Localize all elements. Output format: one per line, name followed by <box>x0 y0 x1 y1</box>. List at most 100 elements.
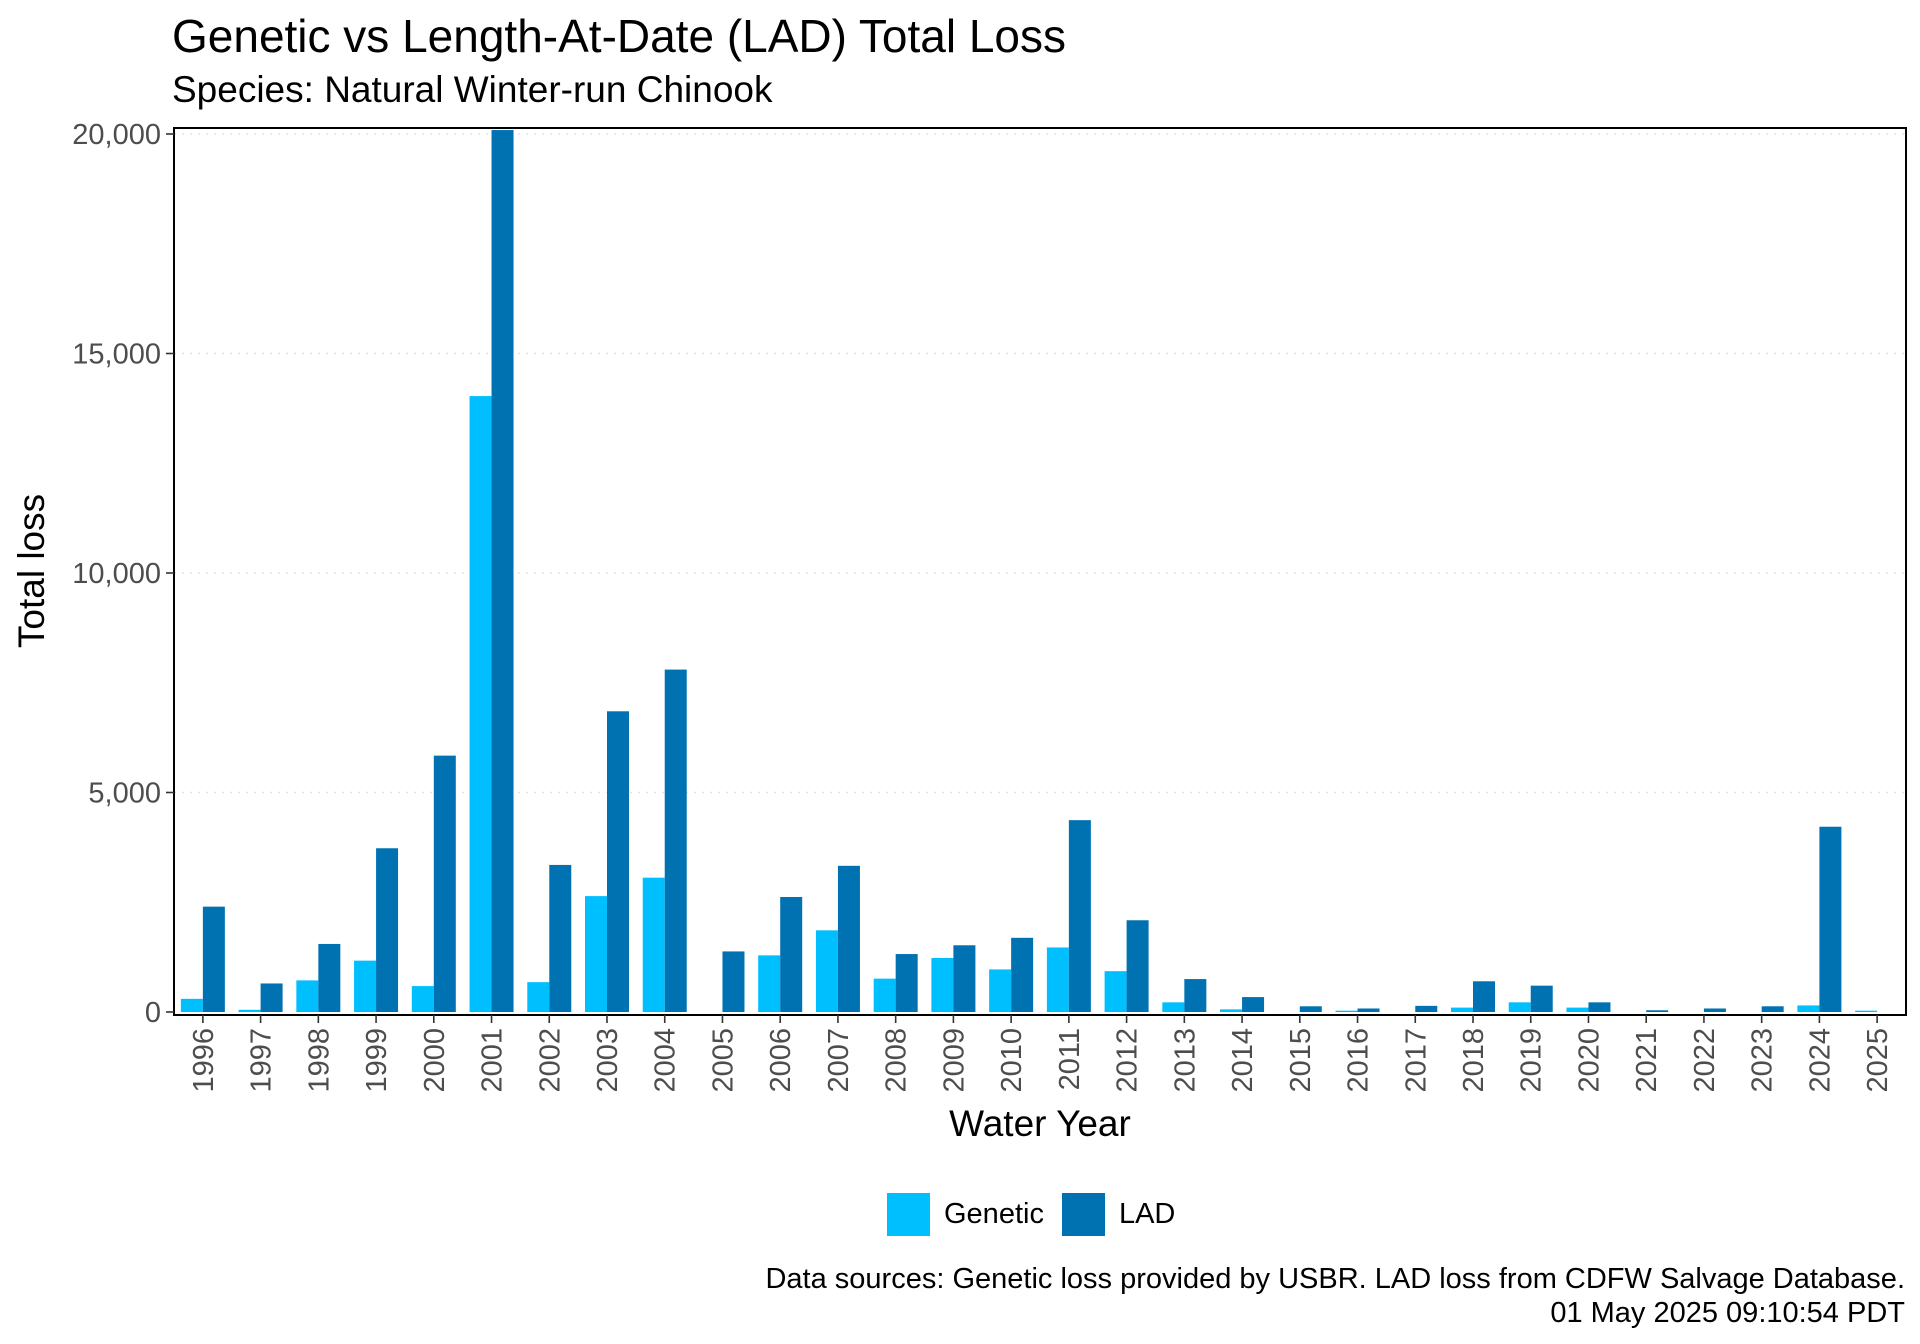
bar-lad-2006 <box>780 896 803 1012</box>
bar-lad-2012 <box>1126 920 1149 1012</box>
x-tick-label: 2011 <box>1054 1028 1086 1090</box>
bar-lad-1997 <box>260 983 283 1012</box>
x-tick-label: 2004 <box>650 1028 682 1093</box>
x-tick-label: 2005 <box>707 1028 739 1093</box>
bar-genetic-2010 <box>989 969 1012 1012</box>
x-tick-label: 1996 <box>188 1028 220 1093</box>
bar-lad-2014 <box>1242 997 1265 1012</box>
bar-genetic-1997 <box>238 1009 261 1012</box>
bar-genetic-2008 <box>873 978 896 1012</box>
bar-lad-2001 <box>491 130 514 1012</box>
legend-key-lad <box>1061 1192 1105 1236</box>
y-tick-label: 5,000 <box>88 778 161 810</box>
x-tick-label: 2002 <box>534 1028 566 1093</box>
bar-genetic-2014 <box>1220 1009 1243 1012</box>
y-tick-label: 10,000 <box>72 558 161 590</box>
bar-lad-1996 <box>202 906 225 1012</box>
bar-lad-1999 <box>376 848 399 1012</box>
bar-lad-2011 <box>1068 820 1091 1012</box>
bar-genetic-1998 <box>296 980 319 1012</box>
x-tick-label: 2024 <box>1804 1028 1836 1093</box>
x-tick-label: 2007 <box>823 1028 855 1093</box>
caption-timestamp: 01 May 2025 09:10:54 PDT <box>1550 1297 1905 1329</box>
bar-genetic-2025 <box>1855 1010 1878 1012</box>
x-tick-label: 2025 <box>1862 1028 1894 1093</box>
bar-lad-2002 <box>549 864 572 1012</box>
caption-sources: Data sources: Genetic loss provided by U… <box>765 1263 1905 1295</box>
bar-genetic-1996 <box>180 998 203 1012</box>
legend-label-lad: LAD <box>1118 1197 1176 1230</box>
bar-lad-2000 <box>433 755 456 1012</box>
bar-lad-1998 <box>318 943 341 1012</box>
y-axis-label: Total loss <box>11 494 52 648</box>
x-tick-label: 2022 <box>1689 1028 1721 1093</box>
bar-genetic-2019 <box>1508 1002 1531 1012</box>
x-tick-label: 2008 <box>881 1028 913 1093</box>
legend-item-genetic: Genetic <box>887 1192 1044 1236</box>
chart-title: Genetic vs Length-At-Date (LAD) Total Lo… <box>172 10 1067 62</box>
x-tick-label: 2000 <box>419 1028 451 1093</box>
x-tick-label: 2010 <box>996 1028 1028 1093</box>
bar-genetic-2002 <box>527 982 550 1012</box>
bar-genetic-2001 <box>469 396 492 1012</box>
bar-genetic-2020 <box>1566 1007 1589 1012</box>
x-tick-label: 1999 <box>361 1028 393 1093</box>
x-tick-label: 2001 <box>477 1028 509 1093</box>
bar-genetic-2016 <box>1335 1010 1358 1012</box>
x-tick-label: 2016 <box>1343 1028 1375 1093</box>
bar-lad-2021 <box>1646 1010 1669 1012</box>
x-tick-label: 2015 <box>1285 1028 1317 1093</box>
bar-genetic-2024 <box>1797 1005 1820 1012</box>
x-tick-label: 2019 <box>1516 1028 1548 1093</box>
x-tick-label: 2009 <box>938 1028 970 1093</box>
bar-genetic-1999 <box>354 960 377 1012</box>
bar-lad-2022 <box>1703 1008 1726 1012</box>
bar-lad-2020 <box>1588 1002 1611 1012</box>
plot-panel-border <box>173 127 1907 1016</box>
bar-lad-2003 <box>607 711 629 1012</box>
bar-lad-2008 <box>895 954 918 1012</box>
x-tick-label: 2014 <box>1227 1028 1259 1093</box>
chart-subtitle: Species: Natural Winter-run Chinook <box>172 69 773 110</box>
bar-lad-2018 <box>1473 981 1495 1012</box>
y-tick-label: 0 <box>145 997 161 1029</box>
x-tick-label: 2021 <box>1631 1028 1663 1093</box>
bar-genetic-2018 <box>1451 1007 1473 1012</box>
bar-lad-2004 <box>664 669 687 1012</box>
bar-lad-2023 <box>1761 1006 1784 1012</box>
legend: Genetic LAD <box>887 1192 1193 1236</box>
bar-genetic-2012 <box>1104 971 1127 1012</box>
x-tick-label: 2017 <box>1400 1028 1432 1093</box>
x-tick-label: 2018 <box>1458 1028 1490 1093</box>
bar-genetic-2000 <box>411 986 434 1012</box>
bar-lad-2015 <box>1299 1006 1322 1012</box>
x-tick-label: 2023 <box>1747 1028 1779 1093</box>
bar-lad-2016 <box>1357 1008 1380 1012</box>
x-tick-label: 2012 <box>1112 1028 1144 1093</box>
bar-genetic-2006 <box>758 955 781 1012</box>
y-tick-label: 15,000 <box>72 339 161 371</box>
x-tick-label: 2006 <box>765 1028 797 1093</box>
bar-genetic-2007 <box>815 930 838 1012</box>
bar-genetic-2003 <box>585 896 607 1012</box>
bar-lad-2024 <box>1819 826 1842 1012</box>
bar-lad-2009 <box>953 945 976 1012</box>
x-tick-label: 1998 <box>303 1028 335 1093</box>
bar-lad-2007 <box>837 865 860 1012</box>
caption: Data sources: Genetic loss provided by U… <box>765 1262 1905 1330</box>
bar-lad-2013 <box>1184 979 1207 1012</box>
bar-lad-2010 <box>1011 937 1034 1012</box>
bar-genetic-2011 <box>1046 947 1069 1012</box>
legend-label-genetic: Genetic <box>944 1197 1044 1230</box>
bar-genetic-2009 <box>931 958 954 1012</box>
x-axis-label: Water Year <box>949 1103 1131 1144</box>
x-tick-label: 2013 <box>1169 1028 1201 1093</box>
x-tick-label: 1997 <box>246 1028 278 1093</box>
x-tick-label: 2020 <box>1573 1028 1605 1093</box>
bar-lad-2005 <box>722 951 745 1012</box>
bar-genetic-2013 <box>1162 1002 1185 1012</box>
x-tick-label: 2003 <box>592 1028 624 1093</box>
legend-item-lad: LAD <box>1061 1192 1176 1236</box>
bar-lad-2019 <box>1530 985 1553 1012</box>
bar-genetic-2004 <box>642 877 665 1012</box>
